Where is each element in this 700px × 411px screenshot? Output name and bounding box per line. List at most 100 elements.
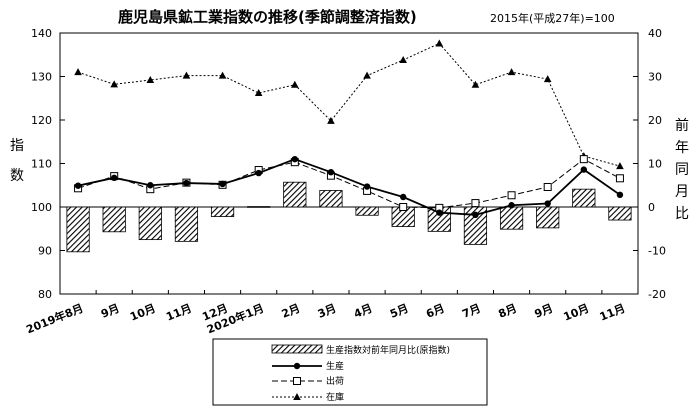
x-tick-label: 6月: [424, 302, 446, 321]
bar: [319, 190, 343, 208]
bar: [608, 206, 632, 221]
bar: [283, 181, 307, 208]
left-axis-ticks: 80 90 100 110 120 130 140: [31, 27, 65, 301]
x-tick-label: 5月: [388, 302, 410, 321]
point-circle: [399, 193, 407, 201]
point-circle: [74, 182, 82, 189]
x-tick-label: 2019年8月: [24, 301, 85, 337]
bar: [355, 206, 379, 216]
point-triangle: [146, 75, 155, 83]
right-axis-label-char: 比: [675, 206, 689, 222]
x-tick-label: 11月: [164, 302, 193, 324]
point-triangle: [471, 80, 480, 88]
line-series-circle: [74, 155, 624, 219]
point-circle: [219, 180, 226, 188]
bar: [66, 206, 90, 253]
series-line: [77, 158, 621, 216]
point-triangle: [543, 75, 552, 83]
bar: [210, 206, 235, 217]
point-circle: [616, 191, 624, 199]
x-tick-label: 9月: [533, 302, 555, 321]
legend-swatch-bar: [271, 344, 323, 354]
plot-area-frame: [59, 32, 639, 295]
x-tick-label: 10月: [562, 302, 591, 324]
left-tick-label: 120: [31, 114, 52, 127]
bar: [499, 206, 524, 230]
point-triangle: [363, 71, 371, 79]
point-circle: [436, 209, 443, 216]
point-triangle: [507, 68, 516, 76]
right-axis-ticks: -20 -10 0 10 20 30 40: [633, 27, 666, 301]
point-square: [399, 203, 408, 211]
left-tick-label: 100: [31, 201, 52, 214]
chart-title: 鹿児島県鉱工業指数の推移(季節調整済指数): [118, 8, 417, 26]
bar: [572, 188, 596, 208]
point-circle: [544, 200, 551, 207]
point-square: [543, 182, 552, 191]
point-legend-circle: [293, 362, 301, 370]
point-triangle: [254, 89, 263, 97]
legend-label: 在庫: [326, 391, 344, 403]
legend-box: [212, 338, 488, 406]
point-circle: [327, 169, 335, 176]
line-series-triangle: [74, 39, 624, 170]
point-triangle: [74, 68, 82, 76]
point-circle: [255, 169, 262, 177]
left-axis-label-char: 数: [10, 168, 24, 184]
point-legend-triangle: [293, 393, 301, 400]
right-axis-label-char: 同: [675, 162, 689, 178]
point-circle: [110, 174, 118, 182]
x-tick-label: 8月: [497, 302, 519, 321]
point-square: [471, 199, 480, 208]
legend-label: 生産指数対前年同月比(原指数): [326, 344, 450, 356]
point-circle: [508, 202, 515, 209]
bar: [138, 206, 162, 241]
line-series-group: [74, 39, 624, 219]
point-circle: [580, 166, 588, 173]
point-triangle: [218, 71, 227, 79]
bar: [536, 206, 560, 229]
x-tick-label: 10月: [128, 302, 157, 324]
left-axis-label: 指数: [10, 138, 24, 184]
series-line: [77, 42, 621, 167]
chart-subtitle: 2015年(平成27年)=100: [490, 11, 615, 25]
legend-label: 生産: [326, 360, 344, 372]
point-triangle: [435, 39, 444, 47]
right-tick-label: -20: [648, 288, 666, 301]
x-tick-label: 11月: [598, 302, 627, 324]
point-triangle: [327, 116, 335, 124]
point-triangle: [182, 71, 191, 79]
series-line: [77, 158, 621, 209]
right-tick-label: 30: [648, 71, 662, 84]
point-circle: [472, 211, 479, 219]
bar: [174, 206, 199, 242]
right-tick-label: 40: [648, 27, 662, 40]
point-triangle: [110, 80, 118, 88]
right-tick-label: -10: [648, 245, 666, 258]
right-axis-label: 前年同月比: [675, 117, 689, 222]
right-tick-label: 0: [648, 201, 655, 214]
left-tick-label: 80: [38, 288, 52, 301]
point-triangle: [291, 80, 299, 88]
point-circle: [183, 179, 190, 187]
point-square: [579, 155, 588, 164]
left-tick-label: 110: [31, 158, 52, 171]
right-tick-label: 10: [648, 158, 662, 171]
point-square: [615, 174, 624, 183]
point-circle: [363, 183, 371, 190]
point-legend-square: [293, 377, 301, 385]
bar-series: [66, 181, 632, 253]
point-triangle: [616, 162, 624, 170]
point-triangle: [399, 55, 407, 63]
right-axis-label-char: 年: [675, 140, 689, 156]
right-axis-label-char: 前: [675, 117, 689, 134]
x-tick-label: 9月: [99, 302, 121, 321]
x-tick-label: 2月: [280, 302, 302, 321]
point-square: [507, 191, 516, 200]
left-tick-label: 140: [31, 27, 52, 40]
right-axis-label-char: 月: [675, 184, 689, 200]
right-tick-label: 20: [648, 114, 662, 127]
